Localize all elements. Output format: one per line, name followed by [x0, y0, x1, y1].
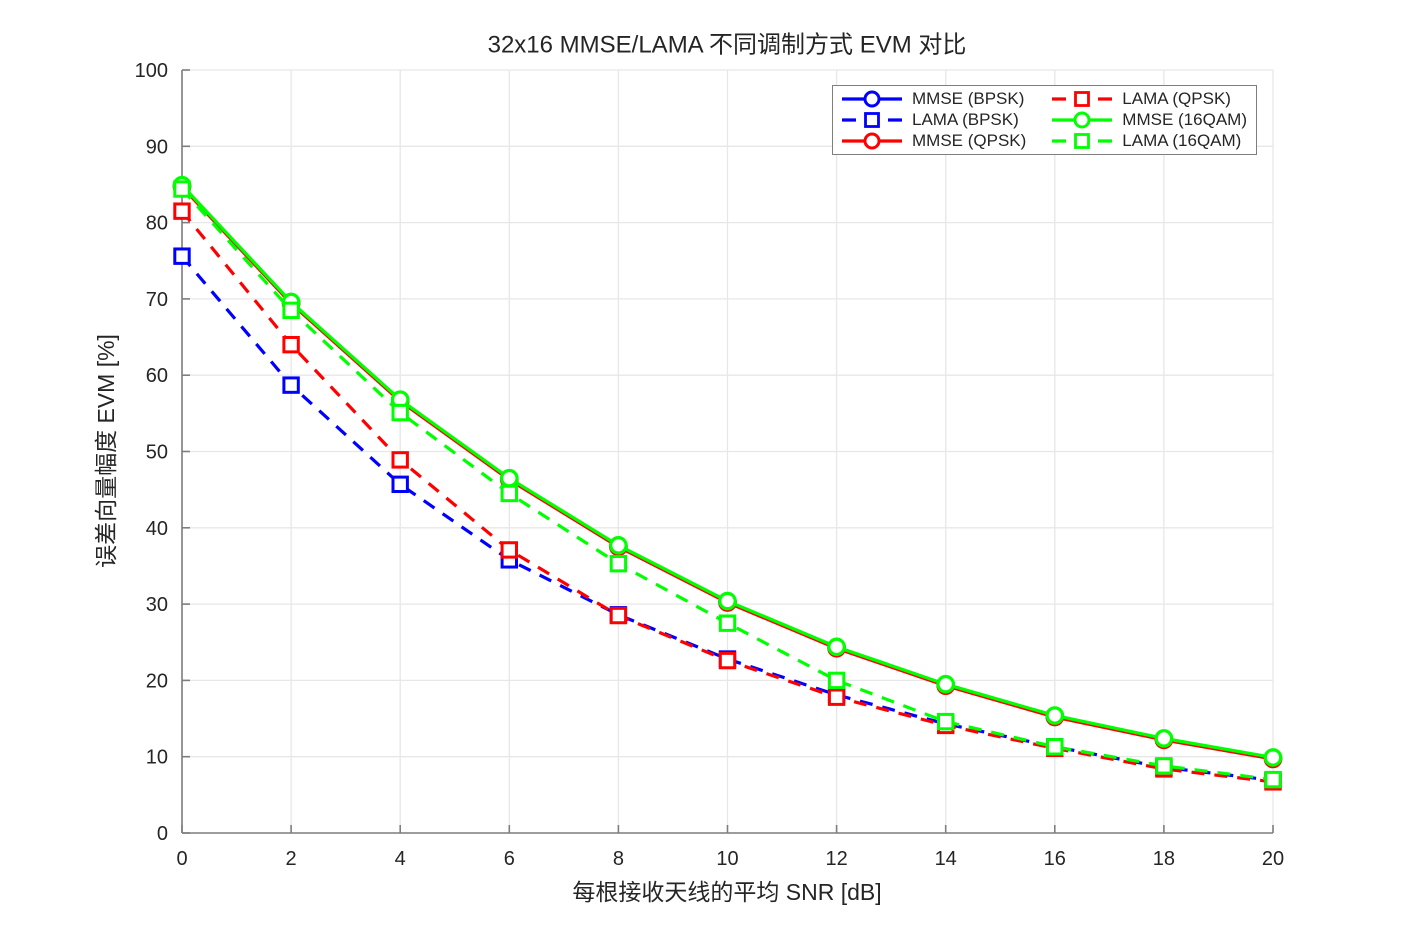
legend-label: MMSE (BPSK) [912, 88, 1025, 108]
series-lama-16qam- [173, 180, 1282, 789]
data-marker-square [173, 247, 191, 265]
data-marker-square [1155, 757, 1173, 775]
data-marker-square [282, 301, 300, 320]
y-tick-label: 10 [146, 747, 168, 769]
data-marker-circle [936, 674, 955, 694]
data-marker-square [173, 202, 191, 220]
legend-entry-lama-16qam: LAMA (16QAM) [1051, 131, 1248, 151]
legend-sample-marker-square [1074, 133, 1091, 150]
data-marker-circle [718, 591, 737, 611]
y-tick-label: 60 [146, 365, 168, 387]
x-tick-label: 10 [716, 848, 738, 870]
y-tick-label: 80 [146, 213, 168, 235]
x-tick-label: 4 [395, 848, 406, 870]
x-axis-label: 每根接收天线的平均 SNR [dB] [572, 879, 882, 905]
legend-label: MMSE (16QAM) [1122, 109, 1247, 129]
y-tick-label: 30 [146, 594, 168, 616]
data-marker-square [391, 451, 409, 469]
data-marker-square [609, 606, 628, 625]
legend-sample-marker-circle [863, 132, 881, 150]
data-marker-circle [827, 637, 846, 657]
x-tick-label: 16 [1044, 848, 1066, 870]
x-tick-label: 2 [286, 848, 297, 870]
legend-sample-line [842, 132, 902, 150]
legend-entry-mmse-bpsk: MMSE (BPSK) [841, 89, 1027, 109]
y-tick-label: 20 [146, 670, 168, 692]
x-tick-label: 18 [1153, 848, 1175, 870]
data-marker-circle [1154, 729, 1174, 748]
data-marker-square [282, 335, 300, 354]
y-tick-label: 40 [146, 518, 168, 540]
y-tick-label: 90 [146, 136, 168, 158]
data-marker-circle [1045, 706, 1065, 725]
data-marker-circle [499, 468, 519, 488]
data-marker-circle [1263, 748, 1283, 767]
data-marker-square [827, 671, 846, 690]
x-tick-label: 6 [504, 848, 515, 870]
data-marker-square [1264, 770, 1282, 789]
x-tick-label: 0 [176, 848, 187, 870]
legend-sample-marker-circle [863, 90, 881, 108]
legend-label: MMSE (QPSK) [912, 131, 1027, 151]
legend-label: LAMA (QPSK) [1122, 88, 1231, 108]
data-marker-circle [609, 536, 628, 555]
data-marker-square [827, 688, 846, 706]
x-tick-label: 12 [825, 848, 847, 870]
legend-sample-line [842, 90, 902, 108]
legend-sample-line [1052, 133, 1113, 150]
y-tick-label: 0 [157, 823, 168, 845]
x-tick-label: 20 [1262, 848, 1284, 870]
data-marker-square [500, 541, 519, 559]
data-marker-square [391, 403, 409, 422]
data-marker-square [173, 180, 191, 198]
data-marker-square [500, 484, 519, 503]
data-marker-square [391, 475, 409, 494]
legend-sample-marker-circle [1073, 111, 1091, 129]
legend-entry-mmse-qpsk: MMSE (QPSK) [841, 131, 1027, 151]
data-marker-square [282, 376, 300, 394]
legend-sample-line [1052, 90, 1113, 107]
legend-entry-lama-qpsk: LAMA (QPSK) [1051, 89, 1248, 109]
y-tick-label: 100 [135, 60, 168, 82]
data-marker-square [1046, 738, 1064, 756]
y-tick-label: 70 [146, 289, 168, 311]
legend-label: LAMA (16QAM) [1122, 131, 1242, 151]
data-marker-square [609, 554, 628, 573]
chart-title: 32x16 MMSE/LAMA 不同调制方式 EVM 对比 [487, 31, 967, 59]
legend-label: LAMA (BPSK) [912, 109, 1019, 129]
x-tick-label: 8 [613, 848, 624, 870]
data-marker-square [718, 651, 737, 670]
y-tick-label: 50 [146, 442, 168, 464]
legend-entry-mmse-16qam: MMSE (16QAM) [1051, 110, 1248, 130]
legend-sample-marker-square [1074, 90, 1091, 107]
legend-entry-lama-bpsk: LAMA (BPSK) [841, 110, 1027, 130]
y-axis-label: 误差向量幅度 EVM [%] [93, 334, 119, 568]
x-tick-label: 14 [935, 848, 957, 870]
data-marker-square [937, 712, 955, 731]
legend-sample-marker-square [864, 112, 880, 128]
legend-sample-line [842, 112, 902, 128]
legend-box: MMSE (BPSK) LAMA (BPSK) MMSE (QPSK) LAMA… [832, 85, 1257, 155]
legend-sample-line [1052, 111, 1113, 129]
data-marker-square [718, 614, 737, 632]
